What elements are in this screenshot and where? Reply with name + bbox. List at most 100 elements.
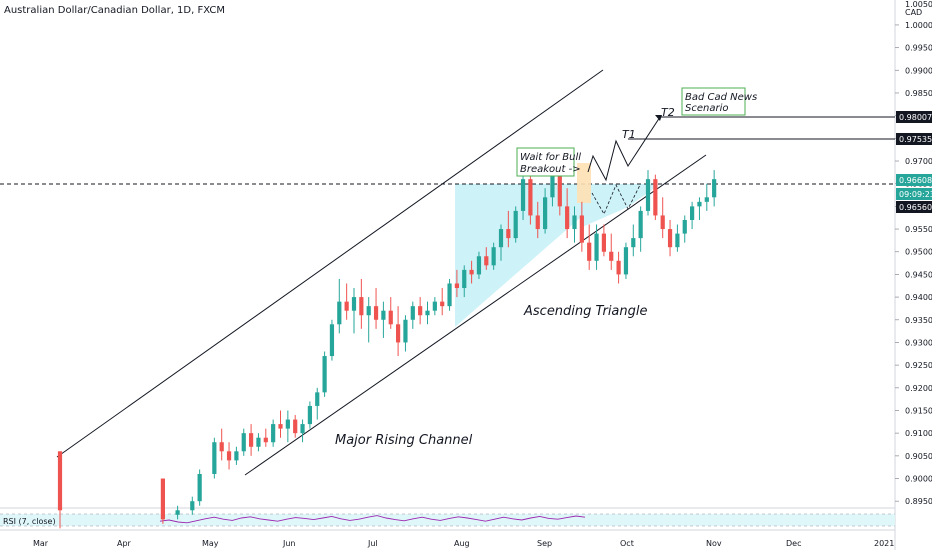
x-tick-label: Jul xyxy=(367,539,378,548)
candle-body xyxy=(373,306,379,320)
candle-body xyxy=(219,442,224,452)
candle-body xyxy=(366,306,371,316)
x-tick-label: Mar xyxy=(33,539,49,548)
candle-body xyxy=(234,451,239,461)
candles-group xyxy=(57,161,717,529)
rsi-line xyxy=(159,515,586,524)
candle-body xyxy=(543,197,548,230)
candle-body xyxy=(601,233,606,252)
candle-body xyxy=(315,392,320,406)
candle-body xyxy=(359,297,364,316)
candle-body xyxy=(623,247,629,275)
axis-currency-label: CAD xyxy=(905,8,922,17)
candle-body xyxy=(712,179,717,198)
x-tick-label: Sep xyxy=(537,539,552,548)
candle-body xyxy=(293,419,298,434)
y-tick-label: 0.89500 xyxy=(905,497,932,506)
candle-body xyxy=(528,179,533,216)
x-tick-label: Aug xyxy=(454,539,470,548)
candle-body xyxy=(241,433,246,452)
candle-body xyxy=(587,242,592,261)
candle-body xyxy=(557,165,562,207)
candle-body xyxy=(484,256,489,266)
wait-breakout-note xyxy=(516,147,575,177)
candle-body xyxy=(447,283,452,307)
price-label-text: 0.96560 xyxy=(899,203,932,212)
channel-upper-line xyxy=(56,69,604,458)
bad-cad-news-note xyxy=(681,87,746,116)
candle-body xyxy=(190,501,195,511)
candle-body xyxy=(432,301,437,311)
candle-body xyxy=(513,210,518,239)
candle-body xyxy=(645,179,651,211)
price-labels: 0.98007 0.97535 0.96608 09:09:23 0.96560 xyxy=(896,111,932,213)
note-cad-line2: Scenario xyxy=(685,103,728,114)
candle-body xyxy=(410,306,415,320)
chart-title: Australian Dollar/Canadian Dollar, 1D, F… xyxy=(4,5,225,16)
candle-body xyxy=(579,215,584,243)
candle-body xyxy=(351,297,357,311)
candle-body xyxy=(550,165,555,198)
label-t1: T1 xyxy=(622,128,636,141)
candle-body xyxy=(440,301,445,307)
candle-body xyxy=(425,310,430,316)
price-label-text: 0.96608 xyxy=(899,176,932,185)
candle-body xyxy=(278,424,283,429)
rsi-label: RSI (7, close) xyxy=(3,517,56,526)
x-tick-label: Dec xyxy=(786,539,801,548)
candle-body xyxy=(616,260,621,275)
candle-body xyxy=(160,478,165,520)
candle-body xyxy=(520,179,526,211)
candle-body xyxy=(660,215,665,230)
candle-body xyxy=(197,473,202,502)
label-t2: T2 xyxy=(661,106,675,119)
ascending-triangle-area xyxy=(455,184,580,327)
candle-body xyxy=(226,451,232,461)
candle-body xyxy=(344,301,349,311)
candle-body xyxy=(572,215,577,230)
candle-body xyxy=(565,206,570,230)
candle-body xyxy=(638,210,643,239)
candle-body xyxy=(704,197,709,202)
x-tick-label: 2021 xyxy=(874,539,894,548)
triangle-projection-area xyxy=(580,184,660,228)
x-tick-label: May xyxy=(202,539,219,548)
candle-body xyxy=(57,451,63,511)
candle-body xyxy=(249,433,254,447)
label-ascending-triangle: Ascending Triangle xyxy=(523,304,648,319)
x-tick-label: Jun xyxy=(282,539,296,548)
candle-body xyxy=(506,229,511,239)
price-label-box xyxy=(896,111,932,123)
candle-body xyxy=(337,301,342,325)
candle-body xyxy=(697,201,702,207)
candle-body xyxy=(263,437,268,443)
bull-projection-path xyxy=(587,116,661,182)
candle-body xyxy=(682,219,687,234)
candle-body xyxy=(307,405,312,425)
candle-body xyxy=(690,206,695,220)
range-projection-path xyxy=(591,184,641,215)
candle-body xyxy=(256,437,261,447)
price-label-box xyxy=(896,133,932,145)
candle-body xyxy=(300,424,305,434)
candle-body xyxy=(396,324,401,343)
candle-body xyxy=(491,247,496,266)
t2-arrow-head xyxy=(655,115,662,121)
candle-body xyxy=(667,229,673,248)
channel-lower-line xyxy=(244,154,707,476)
price-label-box xyxy=(896,174,932,186)
price-axis: 1.000000.995000.990000.985000.980000.975… xyxy=(895,21,932,506)
candle-body xyxy=(653,179,658,216)
